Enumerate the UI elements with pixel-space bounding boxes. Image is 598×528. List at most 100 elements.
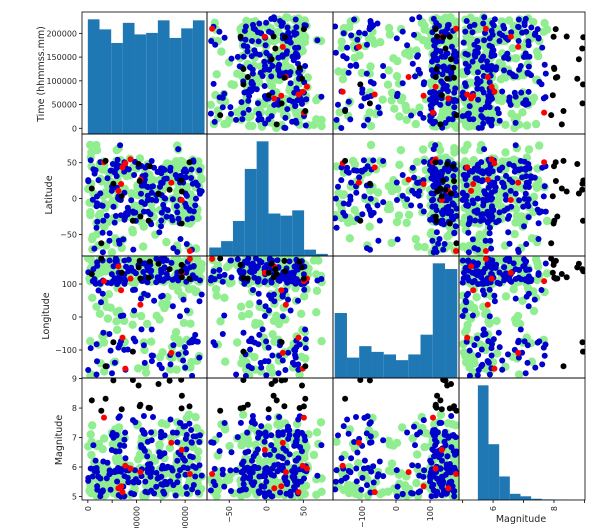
point	[489, 48, 496, 55]
point	[413, 157, 422, 167]
point	[245, 300, 254, 309]
point	[491, 292, 498, 299]
point	[137, 301, 144, 308]
point	[262, 303, 269, 310]
point	[266, 451, 273, 458]
point	[138, 190, 144, 197]
point	[466, 372, 473, 378]
point	[104, 459, 111, 466]
point	[484, 317, 493, 326]
point	[492, 349, 502, 358]
point	[522, 190, 529, 197]
point	[541, 352, 548, 359]
point	[394, 211, 404, 220]
point	[466, 103, 473, 110]
point	[98, 299, 104, 306]
point	[166, 365, 175, 374]
point	[99, 290, 106, 297]
point	[501, 264, 508, 271]
point	[496, 256, 505, 262]
point	[459, 257, 466, 264]
point	[250, 352, 259, 362]
point	[333, 215, 339, 222]
point	[255, 275, 262, 282]
point	[373, 188, 383, 197]
point	[233, 467, 240, 474]
hist-bar-longitude-8	[432, 263, 446, 378]
point	[175, 339, 184, 348]
point	[361, 30, 368, 37]
point	[116, 240, 123, 247]
points-latitude-vs-time	[84, 140, 206, 256]
point	[433, 47, 440, 54]
point	[541, 61, 548, 68]
point	[489, 203, 495, 210]
point	[370, 80, 377, 87]
point	[91, 278, 98, 285]
point	[92, 457, 99, 464]
hist-bar-latitude-3	[244, 168, 257, 256]
point	[135, 154, 145, 163]
point	[375, 237, 382, 244]
point	[151, 490, 158, 497]
point	[162, 372, 169, 378]
point	[245, 363, 252, 370]
point	[469, 58, 476, 65]
point	[261, 33, 268, 40]
point	[290, 475, 297, 482]
point	[178, 274, 185, 281]
point	[295, 361, 302, 368]
point	[334, 67, 343, 76]
point	[276, 277, 283, 284]
point	[488, 63, 495, 69]
point	[411, 31, 417, 38]
point	[302, 326, 309, 333]
point	[491, 298, 498, 305]
point	[263, 465, 270, 471]
point	[478, 57, 485, 64]
point	[474, 85, 481, 92]
point	[469, 156, 478, 165]
hist-bar-time-9	[192, 20, 205, 134]
point	[411, 119, 420, 129]
point	[104, 175, 111, 182]
point	[451, 184, 458, 191]
point	[551, 64, 557, 71]
point	[526, 266, 533, 273]
point	[426, 229, 435, 239]
point	[281, 74, 288, 81]
point	[484, 74, 491, 80]
point	[471, 51, 478, 58]
point	[541, 109, 548, 116]
point	[295, 416, 302, 423]
point	[121, 473, 128, 480]
point	[190, 263, 197, 269]
point	[132, 467, 138, 474]
point	[183, 431, 190, 438]
point	[413, 450, 422, 459]
point	[266, 28, 272, 35]
hist-bar-longitude-6	[408, 354, 421, 378]
point	[141, 290, 148, 297]
point	[580, 217, 585, 224]
point	[188, 427, 195, 433]
point	[174, 249, 181, 255]
point	[333, 23, 339, 30]
point	[166, 378, 173, 384]
point	[217, 112, 224, 119]
point	[467, 356, 476, 365]
point	[517, 63, 524, 69]
point	[278, 339, 285, 346]
point	[484, 301, 491, 308]
point	[414, 53, 421, 60]
point	[286, 451, 293, 458]
point	[528, 24, 535, 31]
point	[363, 70, 370, 77]
point	[448, 190, 454, 197]
point	[302, 122, 309, 129]
point	[255, 263, 261, 270]
point	[88, 421, 97, 430]
point	[432, 89, 438, 96]
hist-bar-time-8	[181, 28, 193, 134]
point	[282, 114, 289, 121]
